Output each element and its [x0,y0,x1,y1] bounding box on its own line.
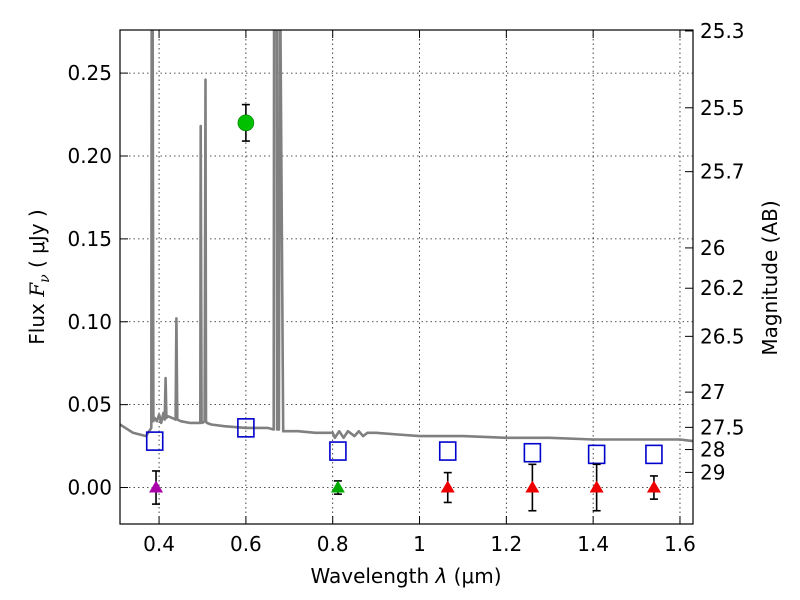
upper-limit-triangle [440,480,455,493]
x-axis-label: Wavelength λ (μm) [310,564,501,588]
grid [120,30,693,524]
x-tick-label: 1 [413,532,426,556]
y-axis-label: Flux Fν ( μJy ) [25,209,53,344]
y-tick-label: 0.00 [67,476,112,500]
y2-tick-label: 27.5 [700,415,745,439]
x-tick-label: 1.6 [664,532,696,556]
plot-area [120,30,693,512]
y2-tick-label: 25.3 [700,19,745,43]
detection-point [237,114,255,132]
model-photometry-square [587,444,606,465]
upper-limit-triangle [589,480,604,493]
y2-tick-label: 26 [700,236,725,260]
plot-frame [119,29,694,525]
y2-tick-label: 26.2 [700,276,745,300]
model-photometry-square [438,441,457,461]
x-tick-label: 0.6 [230,532,262,556]
upper-limit-triangle [149,480,164,493]
y-axis-left: 0.00 0.05 0.10 0.15 0.20 0.25 [67,61,128,500]
y2-tick-label: 27 [700,380,725,404]
x-tick-label: 0.4 [143,532,175,556]
model-photometry-square [523,442,542,463]
y2-tick-label: 25.5 [700,96,745,120]
model-photometry-square [329,441,347,461]
x-tick-label: 1.2 [490,532,522,556]
y2-tick-label: 25.7 [700,160,745,184]
x-tick-label: 1.4 [577,532,609,556]
y-tick-label: 0.20 [67,144,112,168]
x-axis: 0.4 0.6 0.8 1 1.2 1.4 1.6 [143,30,696,556]
y-tick-label: 0.05 [67,393,112,417]
upper-limit-triangle [525,480,540,493]
y2-tick-label: 26.5 [700,324,745,348]
upper-limit-triangle [330,480,345,493]
y-tick-label: 0.10 [67,310,112,334]
model-photometry-square [145,431,164,451]
y-tick-label: 0.25 [67,61,112,85]
spectrum-line [120,30,693,443]
model-photometry-square [645,444,663,465]
y2-tick-label: 29 [700,460,725,484]
y2-tick-label: 28 [700,438,725,462]
y-tick-label: 0.15 [67,227,112,251]
x-tick-label: 0.8 [317,532,349,556]
upper-limit-triangle [646,480,661,493]
model-photometry-square [237,418,255,438]
y2-axis-label: Magnitude (AB) [758,200,782,355]
